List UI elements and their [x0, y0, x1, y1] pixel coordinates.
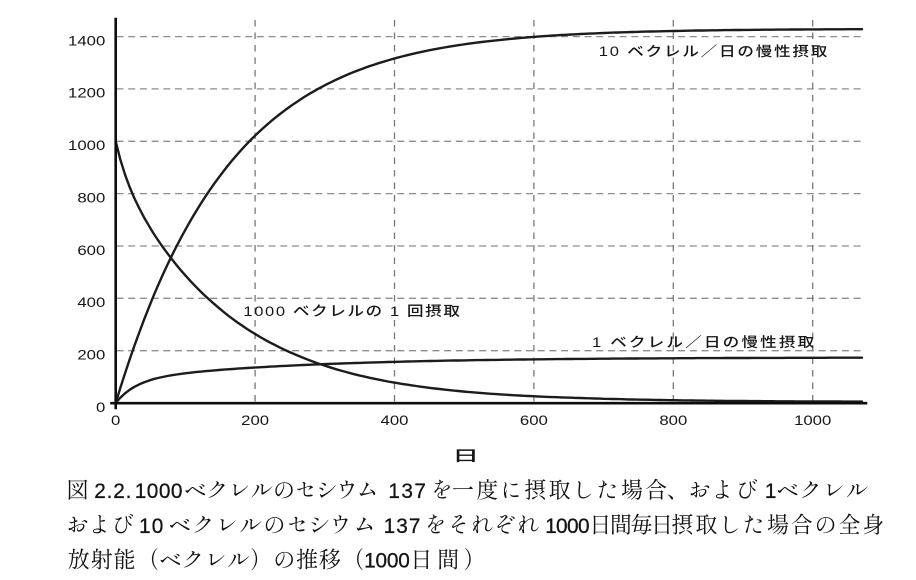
svg-text:1: 1: [592, 335, 603, 351]
svg-text:137: 137: [384, 515, 422, 538]
svg-text:1: 1: [765, 480, 776, 503]
svg-text:200: 200: [77, 348, 105, 363]
svg-text:1200: 1200: [68, 86, 105, 101]
svg-text:1400: 1400: [68, 34, 105, 49]
svg-text:600: 600: [77, 243, 105, 258]
svg-text:1: 1: [390, 304, 401, 320]
svg-text:10: 10: [139, 515, 164, 538]
svg-text:1000: 1000: [243, 304, 286, 320]
svg-text:10: 10: [599, 44, 621, 60]
svg-text:2.2.: 2.2.: [94, 480, 132, 503]
svg-text:200: 200: [241, 414, 269, 429]
svg-text:400: 400: [77, 296, 105, 311]
svg-text:1000: 1000: [135, 480, 183, 503]
svg-text:1000: 1000: [545, 515, 589, 538]
svg-text:0: 0: [111, 414, 120, 429]
svg-text:1000: 1000: [364, 550, 410, 573]
svg-text:400: 400: [381, 414, 409, 429]
svg-text:1000: 1000: [68, 139, 105, 154]
svg-text:800: 800: [77, 191, 105, 206]
svg-text:1000: 1000: [794, 414, 831, 429]
svg-text:0: 0: [96, 400, 105, 415]
svg-text:600: 600: [520, 414, 548, 429]
svg-text:800: 800: [659, 414, 687, 429]
svg-text:137: 137: [388, 480, 427, 503]
